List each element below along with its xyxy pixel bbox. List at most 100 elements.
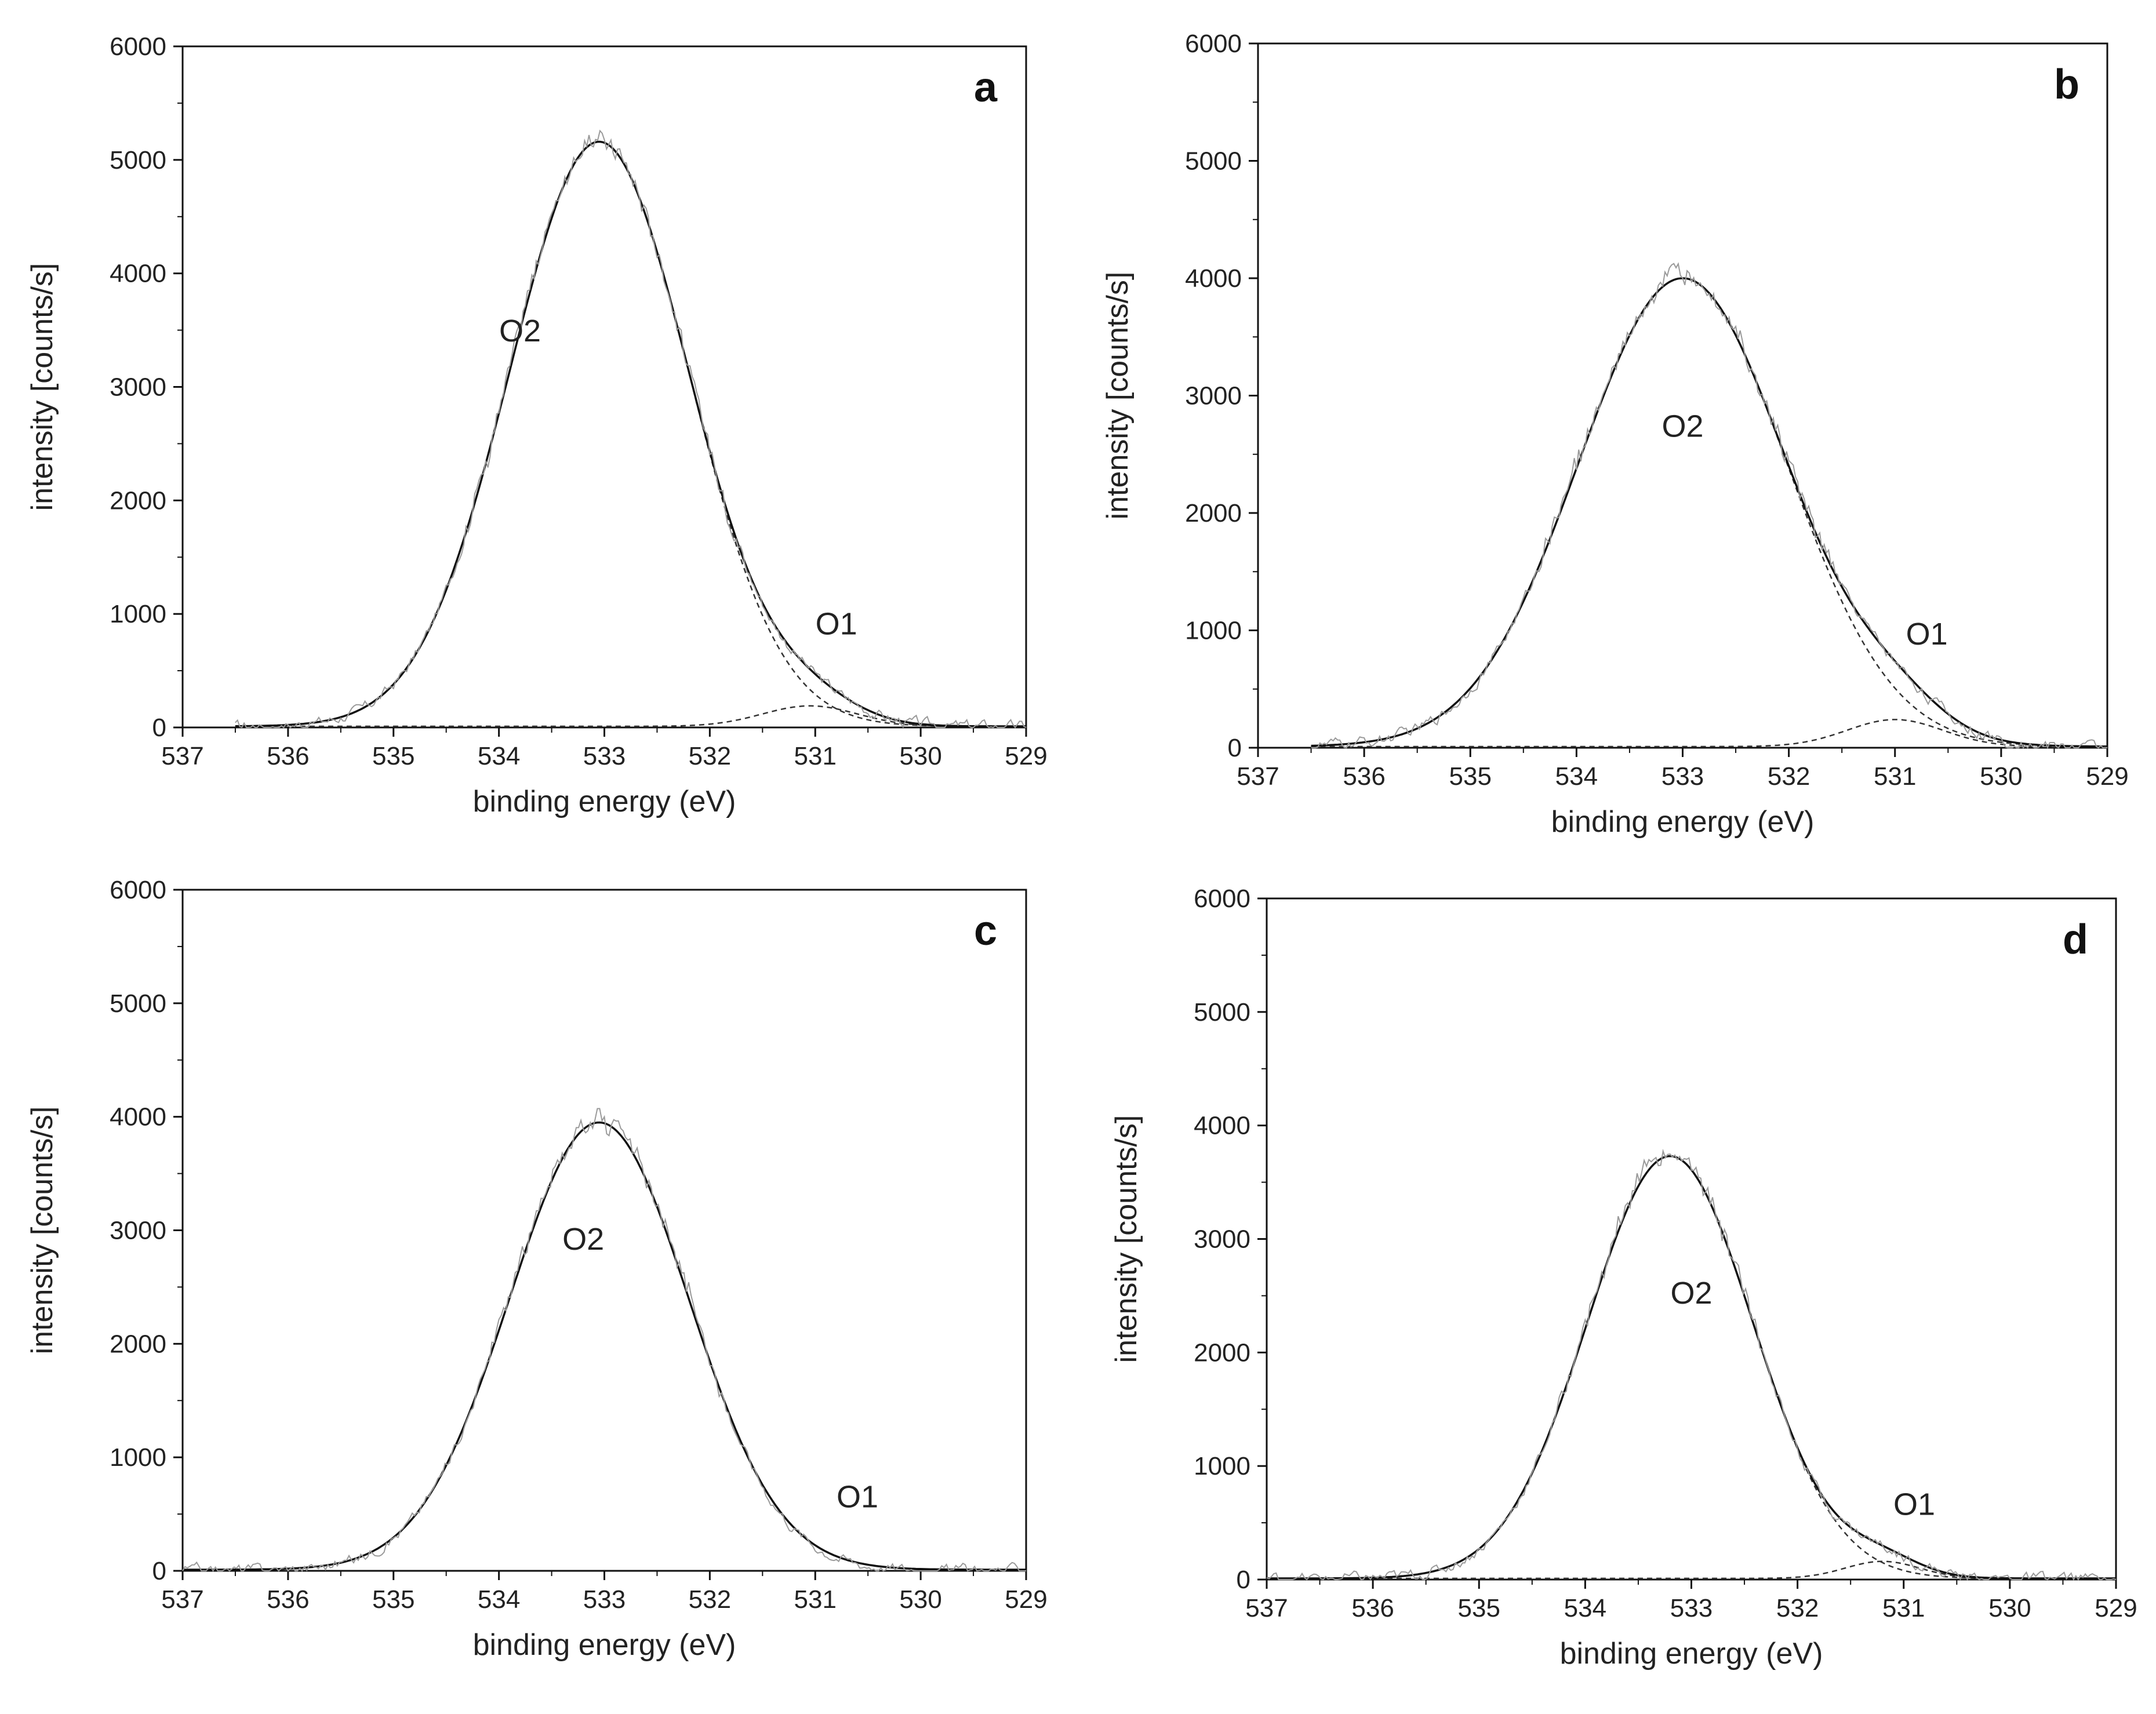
x-tick-label: 529	[2086, 762, 2128, 791]
panel-b: 0 1000 2000 3000 4000 5000 6000 537 536 535 534 533…	[1101, 30, 2129, 839]
x-tick-label: 536	[1343, 762, 1385, 791]
y-tick-label: 3000	[1194, 1225, 1250, 1254]
x-tick-label: 529	[1005, 1585, 1047, 1614]
panel-letter: a	[974, 64, 998, 111]
y-tick-label: 5000	[1185, 147, 1242, 176]
y-tick-label: 0	[1228, 734, 1242, 762]
series-envelope	[1267, 1155, 2116, 1580]
x-tick-label: 533	[1670, 1594, 1713, 1622]
plot-frame	[1257, 42, 2108, 749]
y-axis-label: intensity [counts/s]	[26, 1107, 59, 1355]
y-tick-label: 4000	[1194, 1112, 1250, 1140]
y-tick-label: 1000	[1194, 1452, 1250, 1480]
y-tick-label: 6000	[1194, 885, 1250, 913]
y-tick-label: 1000	[1185, 617, 1242, 645]
series-O1	[235, 705, 1026, 727]
series-measured	[182, 1108, 1026, 1572]
y-tick-label: 1000	[110, 600, 166, 628]
series-O2	[235, 141, 1026, 727]
x-axis-label: binding energy (eV)	[473, 785, 736, 818]
series-O2	[1267, 1155, 2116, 1580]
x-tick-label: 530	[899, 742, 941, 770]
y-axis-label: intensity [counts/s]	[1110, 1115, 1143, 1363]
x-tick-label: 530	[1980, 762, 2022, 791]
plot-frame	[1266, 897, 2117, 1581]
x-tick-label: 530	[899, 1585, 941, 1614]
series-envelope	[235, 140, 1026, 727]
peak-label-o2: O2	[562, 1222, 604, 1257]
y-tick-label: 4000	[1185, 264, 1242, 293]
x-axis-label: binding energy (eV)	[473, 1628, 736, 1662]
x-tick-label: 529	[1005, 742, 1047, 770]
series-O1	[1267, 1560, 2116, 1580]
y-axis-label: intensity [counts/s]	[1101, 272, 1135, 520]
peak-label-o2: O2	[499, 314, 541, 348]
x-tick-label: 534	[1564, 1594, 1606, 1622]
panel-c: 0 1000 2000 3000 4000 5000 6000 537 536 535 534 533…	[26, 876, 1048, 1662]
y-tick-label: 0	[152, 1557, 166, 1585]
series-O1	[1311, 719, 2107, 748]
x-tick-label: 535	[1449, 762, 1492, 791]
y-tick-label: 6000	[1185, 30, 1242, 58]
x-tick-label: 532	[689, 742, 731, 770]
y-tick-label: 3000	[110, 373, 166, 402]
y-tick-label: 2000	[110, 1330, 166, 1358]
x-tick-label: 534	[1555, 762, 1598, 791]
x-tick-label: 534	[478, 742, 520, 770]
plot-frame	[181, 45, 1027, 729]
y-tick-label: 3000	[1185, 382, 1242, 410]
y-tick-label: 3000	[110, 1217, 166, 1245]
panel-letter: d	[2063, 916, 2088, 963]
x-tick-label: 537	[1237, 762, 1279, 791]
x-tick-label: 537	[161, 742, 203, 770]
y-tick-label: 2000	[1185, 499, 1242, 527]
peak-label-o1: O1	[1906, 617, 1948, 652]
x-tick-label: 536	[267, 742, 309, 770]
y-tick-label: 4000	[110, 1103, 166, 1131]
plot-frame	[181, 889, 1027, 1572]
x-tick-label: 535	[372, 742, 415, 770]
x-tick-label: 532	[689, 1585, 731, 1614]
x-tick-label: 531	[1874, 762, 1916, 791]
x-tick-label: 531	[1882, 1594, 1925, 1622]
y-tick-label: 4000	[110, 260, 166, 288]
x-tick-label: 534	[478, 1585, 520, 1614]
y-tick-label: 0	[1237, 1566, 1250, 1594]
y-axis-label: intensity [counts/s]	[26, 263, 59, 511]
series-measured	[235, 129, 1027, 729]
x-tick-label: 532	[1776, 1594, 1819, 1622]
y-tick-label: 5000	[110, 989, 166, 1018]
panel-d: 0 1000 2000 3000 4000 5000 6000 537 536 535 534 533…	[1110, 885, 2137, 1671]
x-tick-label: 529	[2095, 1594, 2137, 1622]
y-tick-label: 5000	[1194, 998, 1250, 1027]
y-tick-label: 2000	[110, 486, 166, 515]
x-tick-label: 530	[1988, 1594, 2031, 1622]
x-tick-label: 536	[1351, 1594, 1394, 1622]
series-measured	[1266, 1148, 2117, 1581]
y-tick-label: 5000	[110, 146, 166, 174]
x-axis-label: binding energy (eV)	[1560, 1637, 1823, 1671]
x-tick-label: 531	[794, 1585, 837, 1614]
y-tick-label: 6000	[110, 876, 166, 904]
x-tick-label: 536	[267, 1585, 309, 1614]
series-measured	[1311, 262, 2108, 749]
x-axis-label: binding energy (eV)	[1551, 805, 1815, 839]
x-tick-label: 537	[161, 1585, 203, 1614]
x-tick-label: 533	[583, 1585, 626, 1614]
y-tick-label: 2000	[1194, 1338, 1250, 1367]
y-tick-label: 6000	[110, 32, 166, 61]
series-envelope	[183, 1121, 1026, 1571]
x-tick-label: 535	[1458, 1594, 1500, 1622]
series-envelope	[1311, 277, 2107, 748]
peak-label-o1: O1	[837, 1479, 878, 1514]
x-tick-label: 531	[794, 742, 837, 770]
x-tick-label: 533	[583, 742, 626, 770]
peak-label-o1: O1	[816, 606, 857, 641]
panel-a: 0 1000 2000 3000 4000 5000 6000 537 536 535 534 533…	[26, 32, 1048, 818]
y-tick-label: 1000	[110, 1443, 166, 1472]
x-tick-label: 537	[1245, 1594, 1288, 1622]
y-tick-label: 0	[152, 714, 166, 742]
x-tick-label: 532	[1768, 762, 1810, 791]
panel-letter: b	[2054, 61, 2079, 108]
